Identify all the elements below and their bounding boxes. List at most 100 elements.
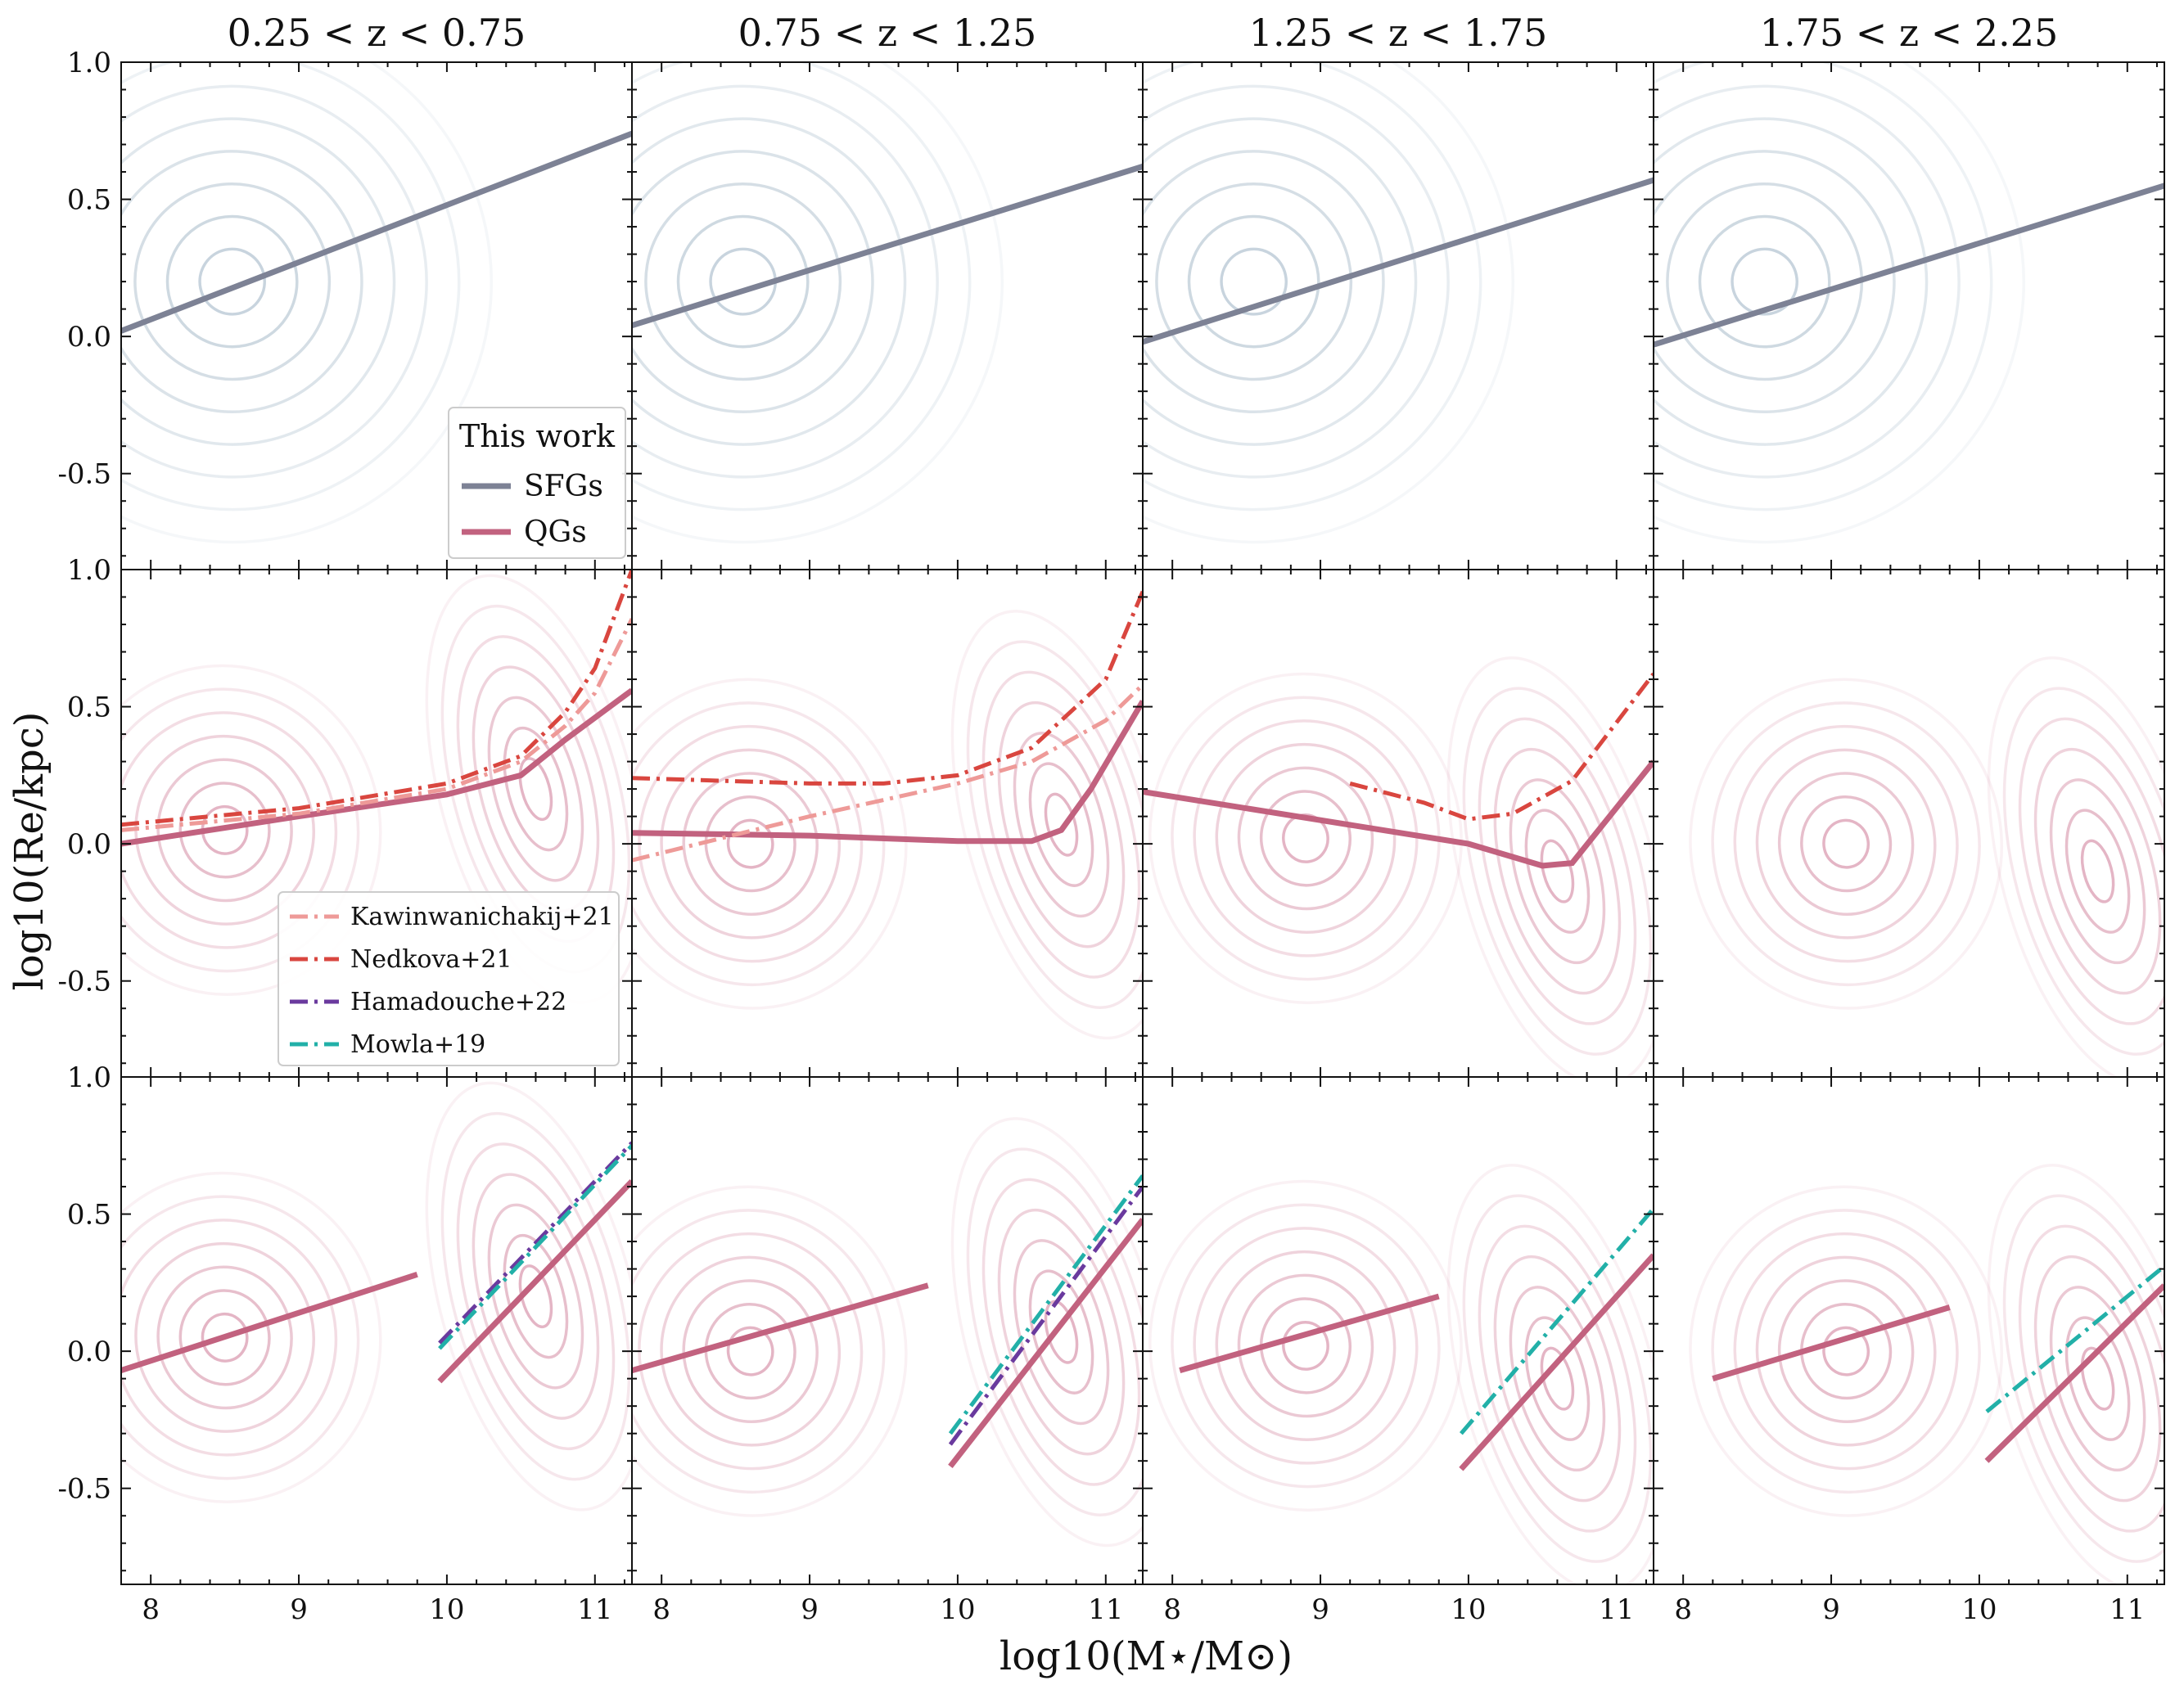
density-contour xyxy=(1493,1255,1622,1503)
legend-label: Mowla+19 xyxy=(350,1030,485,1059)
density-contour xyxy=(2033,747,2162,995)
panel-frame xyxy=(1142,1076,1654,1585)
panel-r3-c3: 8 9 10 11 xyxy=(1142,1076,1654,1626)
density-contour xyxy=(1187,214,1320,349)
series-line-mowla-19 xyxy=(1460,1207,1654,1435)
density-contour xyxy=(981,1178,1141,1486)
density-contour xyxy=(709,247,777,316)
x-tick-label: 8 xyxy=(142,1593,160,1626)
density-contour xyxy=(1215,1250,1397,1441)
panel-r2-c4 xyxy=(1653,569,2165,1078)
density-contour xyxy=(1509,778,1606,965)
series-line-hamadouche-22 xyxy=(438,1141,632,1345)
density-contour xyxy=(632,701,886,987)
x-tick-label: 10 xyxy=(429,1593,464,1626)
y-tick-label: 0.0 xyxy=(67,321,111,354)
x-tick-label: 8 xyxy=(1163,1593,1181,1626)
panel-r2-c3 xyxy=(1142,569,1654,1078)
density-contour xyxy=(121,664,382,996)
density-contour xyxy=(644,182,842,381)
legend-literature: Kawinwanichakij+21 Nedkova+21 Hamadouche+2… xyxy=(278,891,620,1066)
density-contour xyxy=(121,150,363,414)
density-contour xyxy=(1044,792,1079,857)
density-contour xyxy=(997,1208,1126,1456)
density-contour xyxy=(121,62,494,544)
density-contour xyxy=(1028,1269,1094,1394)
density-contour xyxy=(2002,687,2164,1056)
density-contour xyxy=(165,214,299,349)
density-contour xyxy=(2033,1255,2162,1503)
x-tick-label: 11 xyxy=(1599,1593,1634,1626)
density-contour xyxy=(1446,656,1654,1077)
density-contour xyxy=(2080,1346,2115,1411)
density-contour xyxy=(1987,656,2164,1077)
density-contour xyxy=(121,711,338,949)
density-contour xyxy=(1462,1194,1653,1563)
legend-frame xyxy=(278,891,620,1066)
panel-r1-c4 xyxy=(1653,61,2165,570)
x-tick-label: 10 xyxy=(1451,1593,1486,1626)
density-contour xyxy=(121,687,360,973)
panel-r1-c2 xyxy=(631,61,1144,570)
density-contour xyxy=(1220,247,1288,316)
density-contour xyxy=(201,1312,249,1363)
density-contour xyxy=(1711,701,1981,987)
density-contour xyxy=(950,610,1143,1040)
series-line-this-work-sfgs xyxy=(632,164,1143,329)
panel-r3-c2: 8 9 10 11 xyxy=(631,1076,1144,1626)
column-title-4: 1.75 < z < 2.25 xyxy=(1760,11,2059,55)
density-contour xyxy=(518,1264,553,1329)
series-line-nedkova-21 xyxy=(1349,672,1654,822)
series-line-this-work-qgs xyxy=(1143,759,1654,869)
y-tick-label: 0.0 xyxy=(67,828,111,861)
density-contour xyxy=(1478,1224,1637,1533)
x-tick-label: 8 xyxy=(1674,1593,1692,1626)
y-tick-label: -0.5 xyxy=(57,1473,111,1506)
panel-frame xyxy=(120,1076,633,1585)
density-contour xyxy=(997,701,1126,948)
panel-frame xyxy=(1142,569,1654,1078)
series-line-this-work-qgs xyxy=(1984,1283,2164,1463)
density-contour xyxy=(1143,62,1482,511)
density-contour xyxy=(704,795,796,893)
x-axis-label: log10(M⋆/M⊙) xyxy=(999,1633,1293,1679)
legend-label: SFGs xyxy=(524,470,603,503)
density-contour xyxy=(1654,84,1961,479)
density-contour xyxy=(1800,795,1893,893)
density-contour xyxy=(2080,839,2115,903)
density-contour xyxy=(1540,839,1575,903)
density-contour xyxy=(1822,818,1870,869)
x-tick-label: 10 xyxy=(940,1593,975,1626)
density-contour xyxy=(1028,762,1094,887)
density-contour xyxy=(966,640,1143,1009)
density-contour xyxy=(121,1195,360,1480)
density-contour xyxy=(487,1203,584,1390)
panel-r2-c1: -0.5 0.0 0.5 1.0 xyxy=(57,554,633,1078)
density-contour xyxy=(487,696,584,882)
y-axis-label: log10(Re/kpc) xyxy=(7,712,52,991)
density-contour xyxy=(1259,1297,1352,1394)
panel-r1-c3 xyxy=(1142,61,1654,570)
x-tick-label: 11 xyxy=(2110,1593,2145,1626)
y-tick-label: 1.0 xyxy=(67,47,111,79)
series-line-this-work-qgs xyxy=(121,1271,418,1373)
density-contour xyxy=(632,678,908,1010)
density-contour xyxy=(632,1185,908,1517)
density-contour xyxy=(1777,1279,1915,1423)
y-tick-label: -0.5 xyxy=(57,966,111,998)
density-contour xyxy=(632,150,874,414)
density-contour xyxy=(1013,1239,1110,1426)
series-line-this-work-qgs xyxy=(632,700,1143,845)
density-contour xyxy=(1987,1164,2164,1584)
density-contour xyxy=(198,247,266,316)
series-line-this-work-qgs xyxy=(1459,1253,1654,1471)
series-line-this-work-qgs xyxy=(1179,1293,1440,1373)
density-contour xyxy=(121,1219,338,1457)
density-contour xyxy=(1215,742,1397,934)
density-contour xyxy=(1654,62,1993,511)
density-contour xyxy=(1493,747,1622,995)
density-contour xyxy=(178,1289,271,1386)
series-line-mowla-19 xyxy=(438,1144,632,1350)
density-contour xyxy=(1654,117,1929,446)
density-contour xyxy=(1446,1164,1654,1584)
